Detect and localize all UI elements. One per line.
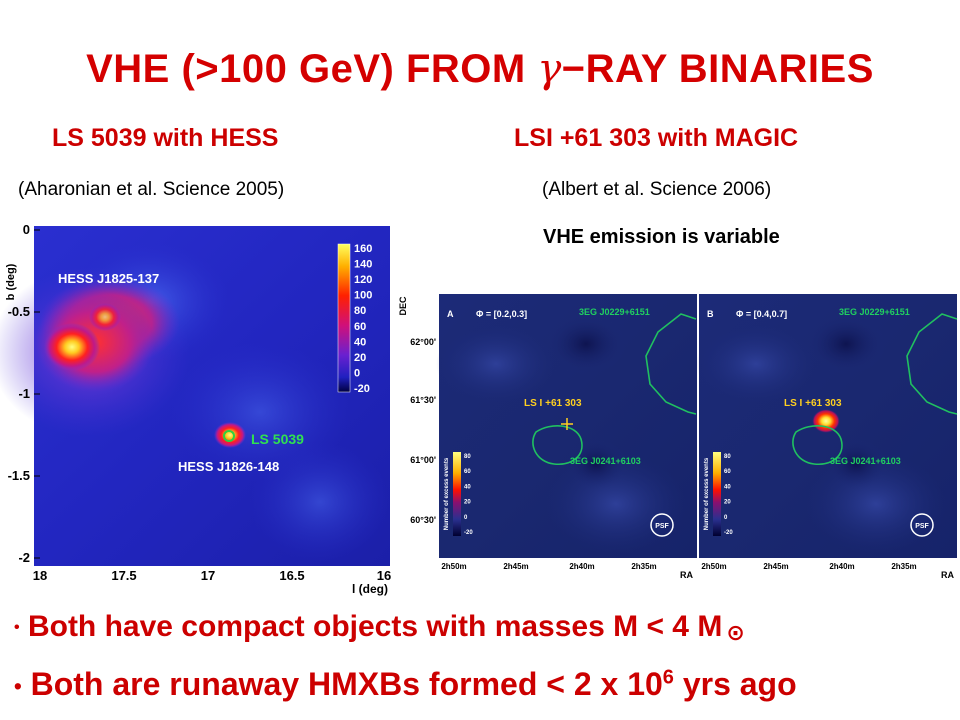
left-citation: (Aharonian et al. Science 2005) xyxy=(18,179,285,200)
magic-xtick-label: 2h40m xyxy=(569,562,594,571)
magic-xtick-label: 2h45m xyxy=(503,562,528,571)
hess-xtick-label: 16.5 xyxy=(279,568,304,583)
bullet-2-exponent: 6 xyxy=(662,666,674,689)
right-heading: LSI +61 303 with MAGIC xyxy=(514,124,799,152)
panel-b-hotspot xyxy=(812,409,840,433)
panel-a-src-bottom: 3EG J0241+6103 xyxy=(570,456,641,466)
magic-ytick-label: 61°00' xyxy=(410,455,436,465)
hess-colorbar-tick: 160 xyxy=(354,243,372,255)
panel-a-src-center: LS I +61 303 xyxy=(524,398,582,409)
sun-symbol-icon: ⊙ xyxy=(726,621,745,646)
bullet-2-tail: yrs ago xyxy=(673,666,797,702)
hess-colorbar-tick: 40 xyxy=(354,336,366,348)
magic-xtick-label: 2h50m xyxy=(701,562,726,571)
title-right: −RAY BINARIES xyxy=(561,47,874,91)
hess-colorbar-tick: 0 xyxy=(354,367,360,379)
magic-xtick-label: 2h40m xyxy=(829,562,854,571)
hess-colorbar-tick: 120 xyxy=(354,274,372,286)
magic-xtick-label: 2h35m xyxy=(631,562,656,571)
panel-a-phase: Φ = [0.2,0.3] xyxy=(476,309,527,319)
panel-a-colorbar-label: Number of excess events xyxy=(444,457,450,530)
hess-ytick-label: -1.5 xyxy=(8,468,30,483)
hess-colorbar xyxy=(337,243,351,393)
hess-ytick-label: -1 xyxy=(18,386,30,401)
panel-b-xlabel: RA xyxy=(941,570,954,580)
panel-b-contour-3eg-j0229 xyxy=(906,313,958,415)
magic-colorbar-tick: 60 xyxy=(464,469,471,475)
panel-b-letter: B xyxy=(707,309,714,319)
hess-j1825-hotspot xyxy=(44,323,100,371)
hess-xtick-label: 17.5 xyxy=(111,568,136,583)
magic-colorbar-tick: 40 xyxy=(724,484,731,490)
label-ls5039: LS 5039 xyxy=(251,431,304,447)
magic-xtick-label: 2h50m xyxy=(441,562,466,571)
hess-colorbar-tick: 100 xyxy=(354,290,372,302)
hess-colorbar-tick: 20 xyxy=(354,352,366,364)
magic-colorbar-tick: 0 xyxy=(724,515,728,521)
panel-a-psf: PSF xyxy=(655,523,669,530)
hess-xtick-label: 17 xyxy=(201,568,215,583)
right-note: VHE emission is variable xyxy=(543,226,780,248)
hess-xtick-label: 18 xyxy=(33,568,47,583)
hess-j1826-hotspot xyxy=(214,422,246,448)
ls5039-marker xyxy=(223,430,235,442)
panel-a-colorbar xyxy=(453,452,461,536)
panel-b-colorbar xyxy=(713,452,721,536)
bullet-2-text: Both are runaway HMXBs formed < 2 x 10 xyxy=(30,666,663,702)
magic-colorbar-tick: 60 xyxy=(724,469,731,475)
hess-colorbar-tick: 80 xyxy=(354,305,366,317)
panel-b-phase: Φ = [0.4,0.7] xyxy=(736,309,787,319)
hess-colorbar-tick: -20 xyxy=(354,383,370,395)
hess-xlabel: l (deg) xyxy=(352,582,388,596)
magic-colorbar-tick: 40 xyxy=(464,484,471,490)
magic-xtick-label: 2h45m xyxy=(763,562,788,571)
slide-title: VHE (>100 GeV) FROM γ−RAY BINARIES xyxy=(0,46,960,92)
bullet-1: • Both have compact objects with masses … xyxy=(14,610,745,646)
magic-ytick-label: 60°30' xyxy=(410,515,436,525)
magic-colorbar-tick: 80 xyxy=(724,454,731,460)
magic-colorbar-tick: 80 xyxy=(464,454,471,460)
panel-a-letter: A xyxy=(447,309,454,319)
panel-b-src-bottom: 3EG J0241+6103 xyxy=(830,456,901,466)
magic-colorbar-tick: 0 xyxy=(464,515,468,521)
label-hess-j1825: HESS J1825-137 xyxy=(58,271,159,286)
left-heading: LS 5039 with HESS xyxy=(52,124,279,152)
magic-ylabel: DEC xyxy=(398,296,408,316)
panel-a-xlabel: RA xyxy=(680,570,693,580)
magic-ytick-label: 62°00' xyxy=(410,337,436,347)
hess-xtick-label: 16 xyxy=(377,568,391,583)
magic-xtick-label: 2h35m xyxy=(891,562,916,571)
magic-colorbar-tick: 20 xyxy=(724,500,731,506)
panel-a-src-top: 3EG J0229+6151 xyxy=(579,307,650,317)
title-gamma: γ xyxy=(537,46,562,92)
magic-ytick-label: 61°30' xyxy=(410,395,436,405)
right-citation: (Albert et al. Science 2006) xyxy=(542,179,772,200)
panel-b-colorbar-label: Number of excess events xyxy=(704,457,710,530)
hess-ytick-label: -2 xyxy=(18,550,30,565)
magic-colorbar-tick: -20 xyxy=(464,530,473,536)
hess-ytick-label: -0.5 xyxy=(8,304,30,319)
bullet-1-text: Both have compact objects with masses M … xyxy=(27,610,723,643)
hess-colorbar-tick: 140 xyxy=(354,259,372,271)
hess-colorbar-tick: 60 xyxy=(354,321,366,333)
bullet-2: • Both are runaway HMXBs formed < 2 x 10… xyxy=(14,666,797,702)
magic-colorbar-tick: 20 xyxy=(464,500,471,506)
magic-skymaps: A Φ = [0.2,0.3] 3EG J0229+6151 LS I +61 … xyxy=(398,294,958,580)
magic-colorbar-tick: -20 xyxy=(724,530,733,536)
title-left: VHE (>100 GeV) FROM xyxy=(86,47,526,91)
panel-b-src-top: 3EG J0229+6151 xyxy=(839,307,910,317)
panel-b-src-center: LS I +61 303 xyxy=(784,398,842,409)
hess-ytick-label: 0 xyxy=(23,222,30,237)
panel-b-contour-3eg-j0241 xyxy=(792,425,843,465)
panel-a-contour-3eg-j0229 xyxy=(645,313,697,415)
label-hess-j1826: HESS J1826-148 xyxy=(178,459,279,474)
panel-b-psf: PSF xyxy=(915,523,929,530)
panel-a-contour-3eg-j0241 xyxy=(532,425,583,465)
hess-ylabel: b (deg) xyxy=(5,263,17,300)
